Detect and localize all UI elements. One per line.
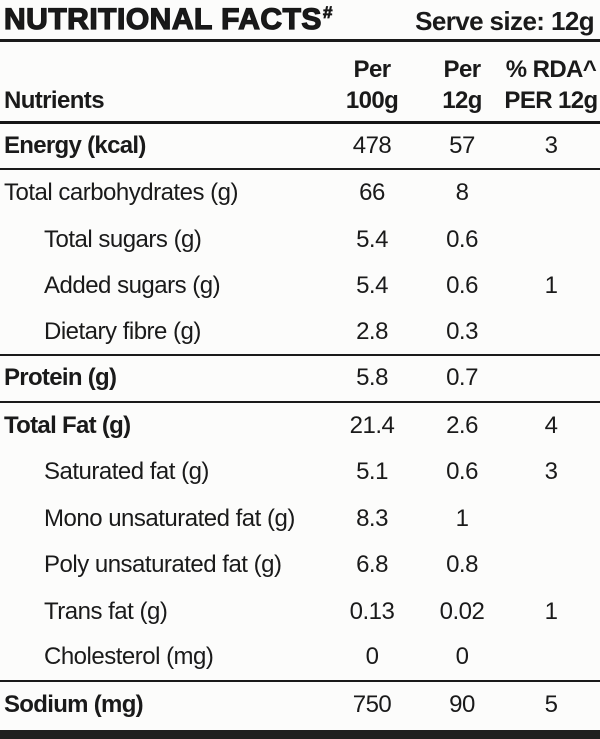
column-header-per-12g-line2: 12g <box>442 86 482 114</box>
value-per-100g: 0 <box>365 643 379 671</box>
serve-size: Serve size: 12g <box>415 6 595 36</box>
value-rda: 1 <box>544 597 558 625</box>
column-header-rda-line1: % RDA^ <box>505 55 597 83</box>
value-per-100g: 0.13 <box>349 597 395 625</box>
column-header-per-12g-line1: Per <box>443 55 482 83</box>
row-label: Energy (kcal) <box>4 131 146 159</box>
value-per-100g: 5.4 <box>356 225 388 253</box>
value-per-100g: 5.1 <box>356 458 388 486</box>
table-row-dietary-fibre: Dietary fibre (g) 2.8 0.3 <box>0 310 600 356</box>
label-title-text: NUTRITIONAL FACTS <box>3 2 322 36</box>
value-per-12g: 0.3 <box>446 317 478 345</box>
value-per-12g: 0.8 <box>446 551 478 579</box>
row-label: Cholesterol (mg) <box>44 643 214 671</box>
column-header-per-100g: Per 100g <box>322 54 422 116</box>
value-per-100g: 8.3 <box>356 504 388 532</box>
row-label: Total carbohydrates (g) <box>4 179 238 207</box>
title-footnote-marker: # <box>322 3 333 23</box>
value-per-12g: 0.6 <box>446 225 478 253</box>
divider-under-column-header <box>0 120 600 124</box>
row-label: Total sugars (g) <box>44 225 202 253</box>
value-per-12g: 2.6 <box>446 411 478 439</box>
row-label: Sodium (mg) <box>4 690 144 718</box>
row-label: Saturated fat (g) <box>44 458 209 486</box>
table-row-total-fat: Total Fat (g) 21.4 2.6 4 <box>0 403 600 450</box>
value-per-12g: 0.02 <box>439 597 485 625</box>
column-header-rda: % RDA^ PER 12g <box>502 54 600 116</box>
value-per-100g: 21.4 <box>349 411 395 439</box>
table-row-saturated-fat: Saturated fat (g) 5.1 0.6 3 <box>0 449 600 496</box>
column-header-per-100g-line2: 100g <box>345 86 399 114</box>
row-label: Protein (g) <box>4 364 117 392</box>
value-per-12g: 0.7 <box>446 364 478 392</box>
row-label: Total Fat (g) <box>4 411 131 439</box>
value-rda: 5 <box>544 690 558 718</box>
table-row-total-sugars: Total sugars (g) 5.4 0.6 <box>0 217 600 264</box>
divider-under-title <box>0 39 600 42</box>
table-row-added-sugars: Added sugars (g) 5.4 0.6 1 <box>0 263 600 310</box>
value-per-12g: 1 <box>455 504 469 532</box>
value-per-100g: 66 <box>359 179 385 207</box>
value-per-12g: 8 <box>455 179 469 207</box>
row-label: Dietary fibre (g) <box>44 317 201 345</box>
value-rda: 3 <box>544 458 558 486</box>
table-row-cholesterol: Cholesterol (mg) 0 0 <box>0 635 600 682</box>
value-rda: 4 <box>544 411 558 439</box>
row-label: Trans fat (g) <box>44 597 168 625</box>
value-rda: 3 <box>544 131 558 159</box>
value-per-100g: 6.8 <box>356 551 388 579</box>
value-per-12g: 0.6 <box>446 272 478 300</box>
table-row-trans-fat: Trans fat (g) 0.13 0.02 1 <box>0 589 600 636</box>
value-per-100g: 5.4 <box>356 272 388 300</box>
label-header: NUTRITIONAL FACTS# Serve size: 12g <box>0 0 600 39</box>
table-row-mono-unsaturated-fat: Mono unsaturated fat (g) 8.3 1 <box>0 496 600 543</box>
table-row-protein: Protein (g) 5.8 0.7 <box>0 356 600 403</box>
row-label: Added sugars (g) <box>44 272 221 300</box>
value-rda: 1 <box>544 272 558 300</box>
value-per-12g: 0 <box>455 643 469 671</box>
value-per-100g: 750 <box>352 690 392 718</box>
bottom-border-bar <box>0 730 600 739</box>
value-per-100g: 2.8 <box>356 317 388 345</box>
value-per-12g: 0.6 <box>446 458 478 486</box>
row-label: Poly unsaturated fat (g) <box>44 551 282 579</box>
column-header-per-100g-line1: Per <box>353 55 392 83</box>
table-row-sodium: Sodium (mg) 750 90 5 <box>0 682 600 729</box>
column-header-row: Nutrients Per 100g Per 12g % RDA^ PER 12… <box>0 42 600 121</box>
label-title: NUTRITIONAL FACTS# <box>3 1 333 42</box>
value-per-12g: 57 <box>449 131 475 159</box>
value-per-100g: 478 <box>352 131 392 159</box>
column-header-rda-line2: PER 12g <box>504 86 598 114</box>
column-header-nutrients: Nutrients <box>4 86 105 114</box>
column-header-per-12g: Per 12g <box>422 54 502 116</box>
table-row-energy: Energy (kcal) 478 57 3 <box>0 124 600 170</box>
row-label: Mono unsaturated fat (g) <box>44 504 295 532</box>
value-per-12g: 90 <box>449 690 475 718</box>
table-row-total-carbohydrates: Total carbohydrates (g) 66 8 <box>0 170 600 217</box>
value-per-100g: 5.8 <box>356 364 388 392</box>
table-row-poly-unsaturated-fat: Poly unsaturated fat (g) 6.8 0.8 <box>0 542 600 589</box>
